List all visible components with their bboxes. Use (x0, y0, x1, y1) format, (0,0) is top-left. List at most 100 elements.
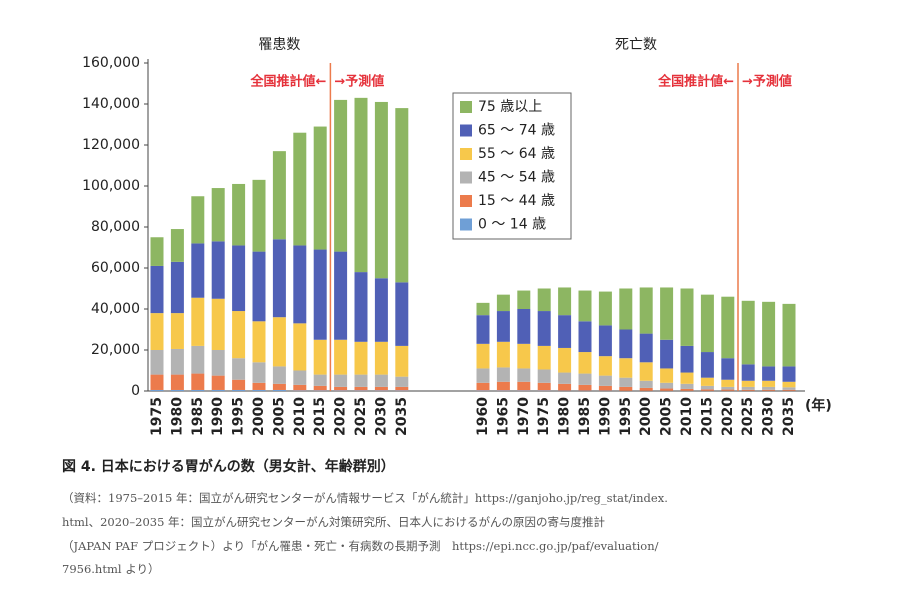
bar-segment (232, 389, 246, 391)
x-tick-label: 2015 (312, 397, 328, 436)
bar-segment (374, 390, 388, 391)
annotation: 全国推計値← (657, 74, 734, 90)
bar-segment (660, 287, 674, 340)
bar-segment (252, 382, 266, 390)
x-tick-label: 2030 (761, 397, 777, 436)
bar-segment (721, 386, 735, 390)
bar-segment (211, 350, 225, 376)
x-unit: (年) (805, 397, 832, 414)
annotation: →予測値 (742, 74, 792, 90)
bar-segment (721, 296, 735, 359)
legend-box (452, 92, 572, 240)
bar-segment (150, 265, 164, 314)
bar-segment (313, 126, 327, 250)
bar-segment (721, 358, 735, 380)
bar-segment (150, 389, 164, 391)
bar-segment (170, 261, 184, 314)
x-tick-label: 2025 (353, 397, 369, 436)
x-tick-label: 2015 (699, 397, 715, 436)
legend-swatch (460, 148, 472, 160)
x-tick-label: 1985 (190, 397, 206, 436)
bar-segment (374, 341, 388, 375)
bar-segment (476, 315, 490, 344)
bar-segment (354, 272, 368, 342)
bar-segment (741, 364, 755, 381)
bar-segment (232, 183, 246, 246)
bar-segment (496, 381, 510, 391)
y-tick-label: 80,000 (91, 219, 140, 235)
bar-segment (537, 369, 551, 383)
bar-segment (211, 375, 225, 390)
bar-segment (537, 382, 551, 391)
bar-segment (762, 386, 776, 390)
annotation: 全国推計値← (249, 74, 326, 90)
bar-segment (700, 294, 714, 353)
bar-segment (374, 101, 388, 279)
bar-segment (476, 343, 490, 369)
x-tick-label: 2005 (659, 397, 675, 436)
bar-segment (293, 384, 307, 391)
x-tick-label: 1985 (577, 397, 593, 436)
bar-segment (741, 386, 755, 390)
bar-segment (354, 341, 368, 375)
bar-segment (354, 386, 368, 391)
bar-segment (639, 362, 653, 381)
x-tick-label: 1990 (210, 397, 226, 436)
y-tick-label: 40,000 (91, 301, 140, 317)
bar-segment (293, 323, 307, 371)
bar-segment (558, 347, 572, 373)
bar-segment (334, 390, 348, 391)
caption: 図 4. 日本における胃がんの数（男女計、年齢群別） (62, 458, 395, 475)
bar-segment (782, 381, 796, 388)
bar-segment (354, 374, 368, 387)
bar-segment (334, 339, 348, 375)
x-tick-label: 2025 (740, 397, 756, 436)
bar-segment (680, 372, 694, 384)
bar-segment (517, 343, 531, 369)
bar-segment (741, 300, 755, 365)
bar-segment (272, 151, 286, 240)
x-tick-label: 2010 (679, 397, 695, 436)
bar-segment (517, 390, 531, 391)
bar-segment (639, 333, 653, 363)
bar-segment (232, 245, 246, 312)
panel-title: 罹患数 (258, 37, 300, 53)
legend-swatch (460, 218, 472, 231)
bar-segment (334, 386, 348, 391)
bar-segment (395, 376, 409, 387)
bar-segment (782, 389, 796, 391)
bar-segment (639, 380, 653, 388)
bar-segment (313, 374, 327, 386)
bar-segment (191, 389, 205, 391)
y-tick-label: 20,000 (91, 342, 140, 358)
bar-segment (395, 386, 409, 391)
x-tick-label: 2020 (333, 397, 349, 436)
bar-segment (741, 380, 755, 387)
y-tick-label: 160,000 (82, 55, 140, 71)
legend-swatch (460, 124, 472, 137)
x-tick-label: 2005 (271, 397, 287, 436)
x-tick-label: 1960 (475, 397, 491, 436)
bar-segment (293, 390, 307, 391)
bar-segment (639, 287, 653, 334)
bar-segment (619, 329, 633, 359)
bar-segment (537, 390, 551, 391)
bar-segment (476, 368, 490, 383)
bar-segment (170, 229, 184, 262)
bar-segment (334, 99, 348, 252)
bar-segment (211, 389, 225, 391)
legend-label: 75 歳以上 (478, 99, 542, 115)
bar-segment (293, 370, 307, 385)
bar-segment (170, 374, 184, 390)
x-tick-label: 1975 (149, 397, 165, 436)
bar-segment (252, 362, 266, 383)
x-tick-label: 1980 (169, 397, 185, 436)
bar-segment (578, 352, 592, 374)
bar-segment (680, 345, 694, 373)
source-line: html、2020–2035 年：国立がん研究センターがん対策研究所、日本人にお… (62, 515, 605, 529)
bar-segment (537, 288, 551, 312)
bar-segment (700, 377, 714, 386)
bar-segment (395, 345, 409, 377)
bar-segment (517, 290, 531, 309)
bar-segment (762, 389, 776, 391)
